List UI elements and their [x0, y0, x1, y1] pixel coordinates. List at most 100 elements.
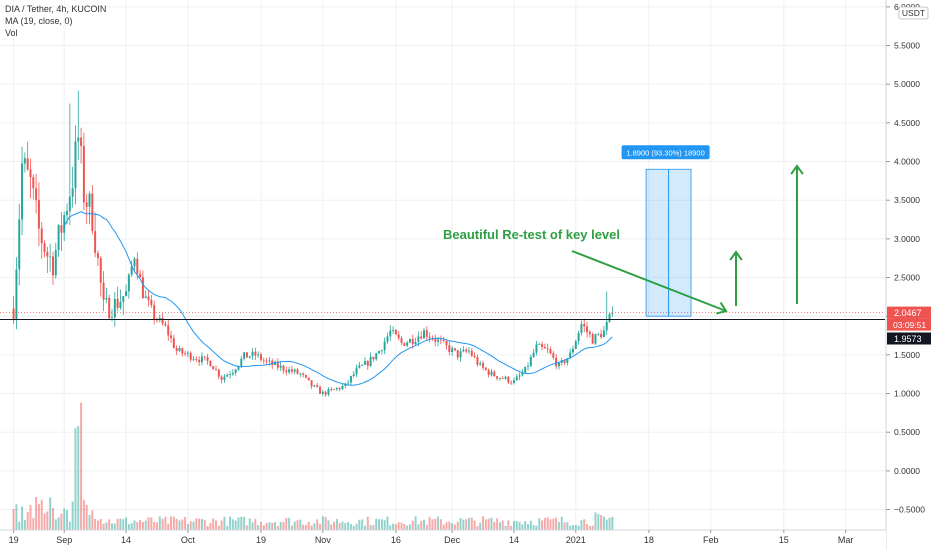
volume-bar [355, 523, 358, 530]
candle-body [529, 356, 532, 367]
candle-body [113, 298, 116, 318]
candle [583, 318, 586, 333]
candle-body [389, 330, 392, 337]
candle [15, 257, 18, 330]
volume-bar [237, 517, 240, 530]
candle [487, 368, 490, 378]
y-tick-label: 4.0000 [894, 157, 920, 167]
candle-body [543, 347, 546, 349]
volume-bar [437, 516, 440, 530]
candle [209, 360, 212, 367]
candle-body [572, 348, 574, 353]
candle [96, 250, 99, 266]
candle [591, 332, 594, 344]
candle [290, 365, 293, 374]
candle [108, 294, 111, 320]
candle-body [574, 341, 577, 349]
volume-bar [127, 524, 130, 530]
candle [299, 372, 302, 378]
candle-body [181, 348, 184, 354]
candle [200, 352, 203, 366]
volume-bar [324, 517, 327, 530]
volume-bar [125, 517, 128, 530]
volume-bar [113, 523, 116, 530]
candle-body [265, 360, 268, 362]
volume-bar [181, 519, 184, 530]
volume-bar [515, 521, 518, 530]
volume-bar [532, 524, 535, 530]
volume-bar [490, 517, 493, 530]
candle [586, 321, 589, 338]
candle-body [484, 367, 487, 370]
candle [203, 356, 206, 361]
candle [26, 141, 29, 171]
candle-body [364, 361, 366, 365]
candle-body [316, 385, 319, 388]
candle-body [465, 349, 468, 352]
candle-body [448, 345, 451, 353]
volume-bar [144, 520, 147, 530]
candle [21, 146, 24, 236]
candle [321, 389, 324, 397]
volume-bar [602, 516, 605, 530]
x-tick-label: 16 [391, 535, 401, 545]
candle [476, 354, 479, 367]
candle [116, 286, 119, 312]
candle [453, 348, 456, 352]
volume-bar [577, 525, 580, 530]
candle [310, 380, 313, 389]
candle [541, 341, 544, 351]
candle [338, 387, 341, 392]
volume-bar [344, 522, 347, 530]
candle-body [74, 141, 77, 189]
candle-body [77, 137, 80, 142]
candle-body [535, 344, 538, 353]
x-tick-label: Dec [444, 535, 461, 545]
candle-body [186, 352, 189, 354]
measure-label-text: 1.8900 (93.30%) 18900 [626, 148, 704, 157]
candle-body [203, 356, 206, 358]
volume-bar [431, 519, 434, 530]
candle [496, 376, 499, 381]
grid-lines [0, 0, 885, 530]
candle [380, 349, 383, 355]
volume-bar [161, 518, 164, 530]
volume-bar [37, 503, 40, 530]
support-price-tag [887, 332, 931, 345]
candle-body [285, 370, 288, 373]
candle-body [80, 137, 83, 147]
candle-body [341, 385, 344, 390]
candle-body [85, 202, 88, 207]
candle [524, 366, 527, 374]
candle-body [102, 282, 105, 300]
y-tick-label: 0.0000 [894, 466, 920, 476]
candle-body [71, 188, 74, 197]
candle-body [282, 365, 285, 371]
volume-bar [63, 508, 66, 530]
candle [462, 345, 465, 353]
candle-body [251, 351, 254, 357]
volume-bar [279, 522, 282, 530]
candle [333, 388, 336, 390]
volume-bar [442, 524, 445, 530]
volume-bar [330, 524, 333, 530]
candle [445, 339, 448, 350]
candle [40, 222, 43, 259]
moving-average-line [63, 211, 613, 386]
volume-bar [608, 517, 611, 530]
candle [507, 376, 510, 385]
candle [406, 340, 409, 347]
candle [231, 369, 234, 377]
candle [386, 332, 389, 344]
candle-body [527, 366, 529, 367]
candle [63, 211, 66, 242]
volume-bar [479, 522, 482, 530]
volume-bar [158, 516, 161, 530]
x-tick-label: Nov [315, 535, 332, 545]
volume-bar [206, 525, 209, 530]
volume-bar [541, 520, 544, 530]
candle [178, 345, 181, 352]
candle-body [23, 158, 26, 164]
volume-bar [195, 518, 198, 530]
